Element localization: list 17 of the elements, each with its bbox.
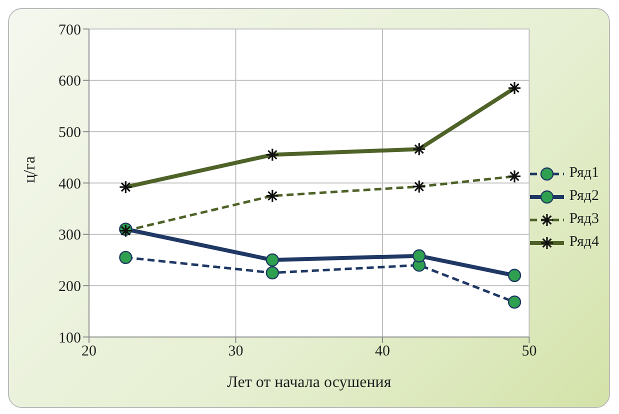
legend-label: Ряд4 (569, 234, 599, 251)
x-tick-label: 20 (82, 344, 96, 360)
legend-label: Ряд1 (569, 165, 599, 182)
x-tick-label: 50 (522, 344, 537, 360)
y-tick-label: 600 (58, 74, 81, 90)
y-tick-label: 500 (58, 124, 81, 141)
y-tick-label: 700 (58, 22, 81, 38)
legend-label: Ряд2 (569, 188, 599, 205)
y-tick-label: 400 (58, 176, 81, 192)
y-tick-label: 100 (58, 330, 81, 346)
x-axis-title: Лет от начала осушения (226, 374, 392, 391)
legend-label: Ряд3 (569, 211, 599, 228)
y-tick-label: 300 (58, 228, 81, 244)
x-tick-label: 40 (374, 344, 390, 360)
y-axis-title: ц/га (22, 156, 39, 183)
y-tick-label: 200 (58, 278, 81, 295)
x-tick-label: 30 (228, 344, 244, 360)
